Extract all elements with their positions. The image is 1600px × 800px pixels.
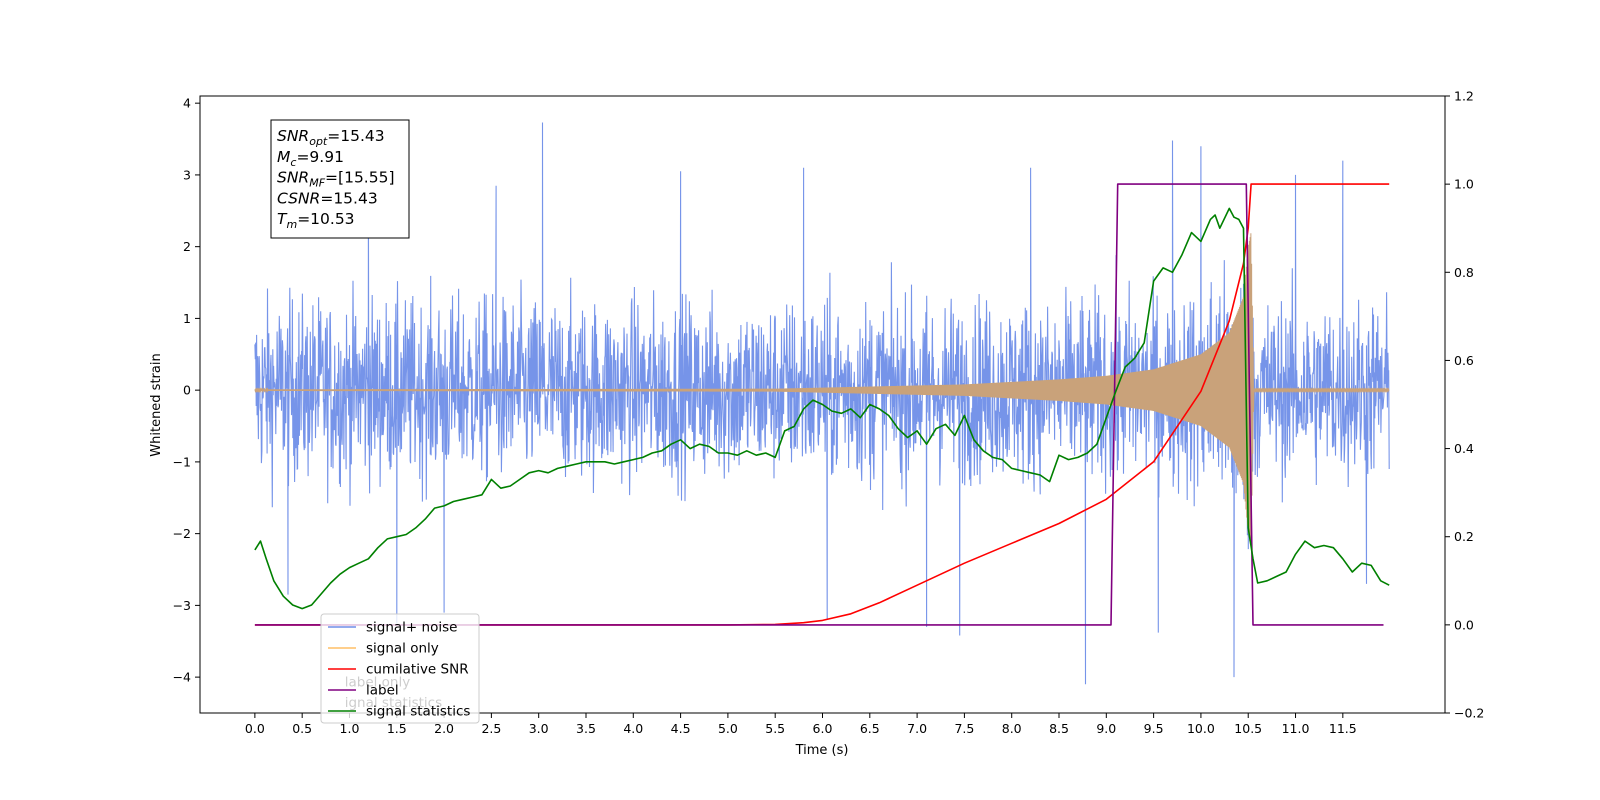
y-tick-label-left: 1 bbox=[183, 311, 191, 326]
y-tick-label-right: 0.6 bbox=[1454, 353, 1474, 368]
x-tick-label: 8.0 bbox=[1002, 721, 1022, 736]
y-tick-label-left: −1 bbox=[173, 454, 191, 469]
x-tick-label: 3.5 bbox=[576, 721, 596, 736]
y-tick-label-left: 3 bbox=[183, 167, 191, 182]
stats-line: Mc=9.91 bbox=[277, 148, 344, 169]
legend-label: signal only bbox=[366, 641, 439, 657]
x-tick-label: 1.0 bbox=[340, 721, 360, 736]
y-tick-label-right: 1.2 bbox=[1454, 89, 1474, 104]
legend-label: signal statistics bbox=[366, 704, 470, 720]
y-axis-right: −0.2 0.0 0.2 0.4 0.6 0.8 1.0 1.2 bbox=[1445, 89, 1484, 721]
x-tick-label: 5.0 bbox=[718, 721, 738, 736]
x-tick-label: 10.5 bbox=[1234, 721, 1262, 736]
x-axis-label: Time (s) bbox=[795, 743, 849, 758]
y-tick-label-left: −4 bbox=[173, 670, 191, 685]
y-tick-label-left: 4 bbox=[183, 96, 191, 111]
y-tick-label-right: 1.0 bbox=[1454, 177, 1474, 192]
x-tick-label: 9.5 bbox=[1144, 721, 1164, 736]
x-tick-label: 6.0 bbox=[813, 721, 833, 736]
legend-item: signal only bbox=[328, 641, 439, 657]
y-tick-label-left: −3 bbox=[173, 598, 191, 613]
legend-label: cumilative SNR bbox=[366, 662, 469, 678]
x-tick-label: 0.0 bbox=[245, 721, 265, 736]
x-tick-label: 0.5 bbox=[292, 721, 312, 736]
y-tick-label-right: 0.4 bbox=[1454, 441, 1474, 456]
legend-label: label bbox=[366, 683, 399, 699]
y-tick-label-right: 0.8 bbox=[1454, 265, 1474, 280]
series-signal-statistics-line bbox=[254, 207, 1390, 610]
x-tick-label: 11.0 bbox=[1282, 721, 1310, 736]
series-signal-noise-line bbox=[254, 122, 1390, 685]
x-tick-label: 6.5 bbox=[860, 721, 880, 736]
y-tick-label-left: 0 bbox=[183, 383, 191, 398]
stats-line: Tm=10.53 bbox=[277, 210, 355, 231]
stats-line: CSNR=15.43 bbox=[277, 189, 378, 207]
legend: label onlyignal statisticssignal+ noises… bbox=[320, 613, 480, 724]
x-tick-label: 3.0 bbox=[529, 721, 549, 736]
x-tick-label: 4.0 bbox=[623, 721, 643, 736]
y-tick-label-right: 0.0 bbox=[1454, 617, 1474, 632]
x-tick-label: 2.0 bbox=[434, 721, 454, 736]
x-tick-label: 1.5 bbox=[387, 721, 407, 736]
series-label-line bbox=[254, 183, 1384, 626]
x-tick-label: 10.0 bbox=[1187, 721, 1215, 736]
legend-item: cumilative SNR bbox=[328, 662, 469, 678]
y-tick-label-left: 2 bbox=[183, 239, 191, 254]
x-tick-label: 4.5 bbox=[671, 721, 691, 736]
legend-item: signal statistics bbox=[328, 704, 470, 720]
x-tick-label: 7.5 bbox=[954, 721, 974, 736]
stats-box: SNRopt=15.43Mc=9.91SNRMF=[15.55]CSNR=15.… bbox=[270, 119, 410, 239]
series-layer bbox=[254, 122, 1390, 685]
x-tick-label: 2.5 bbox=[481, 721, 501, 736]
y-tick-label-left: −2 bbox=[173, 526, 191, 541]
series-signal-only-line bbox=[254, 233, 1390, 546]
y-axis-left: −4 −3 −2 −1 0 1 2 3 4 bbox=[173, 96, 200, 685]
stats-line: SNRopt=15.43 bbox=[277, 127, 385, 148]
x-tick-label: 7.0 bbox=[907, 721, 927, 736]
legend-item: signal+ noise bbox=[328, 620, 457, 636]
y-tick-label-right: 0.2 bbox=[1454, 529, 1474, 544]
x-tick-label: 11.5 bbox=[1329, 721, 1357, 736]
x-axis: 0.0 0.5 1.0 1.5 2.0 2.5 3.0 3.5 4.0 4.5 5.0 5.5 6.0 6… bbox=[245, 713, 1357, 736]
x-tick-label: 9.0 bbox=[1096, 721, 1116, 736]
stats-box-frame bbox=[270, 119, 410, 239]
y-axis-label: Whitened strain bbox=[149, 353, 164, 456]
x-tick-label: 5.5 bbox=[765, 721, 785, 736]
x-tick-label: 8.5 bbox=[1049, 721, 1069, 736]
legend-item: label bbox=[328, 683, 399, 699]
y-tick-label-right: −0.2 bbox=[1454, 706, 1484, 721]
legend-label: signal+ noise bbox=[366, 620, 457, 636]
stats-line: SNRMF=[15.55] bbox=[277, 169, 395, 190]
legend-frame bbox=[320, 613, 480, 724]
